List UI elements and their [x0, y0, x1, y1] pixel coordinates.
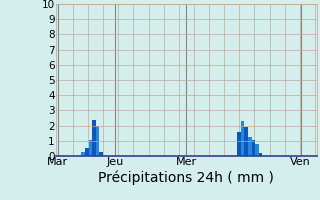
- Bar: [237, 132, 241, 156]
- Bar: [248, 137, 252, 156]
- Bar: [89, 140, 92, 156]
- Bar: [92, 120, 96, 156]
- Bar: [259, 153, 262, 156]
- Bar: [241, 121, 244, 156]
- Bar: [85, 148, 89, 156]
- Bar: [81, 152, 85, 156]
- Bar: [100, 152, 103, 156]
- Bar: [255, 144, 259, 156]
- Bar: [244, 127, 248, 156]
- Bar: [252, 140, 255, 156]
- X-axis label: Précipitations 24h ( mm ): Précipitations 24h ( mm ): [99, 170, 274, 185]
- Bar: [96, 126, 100, 156]
